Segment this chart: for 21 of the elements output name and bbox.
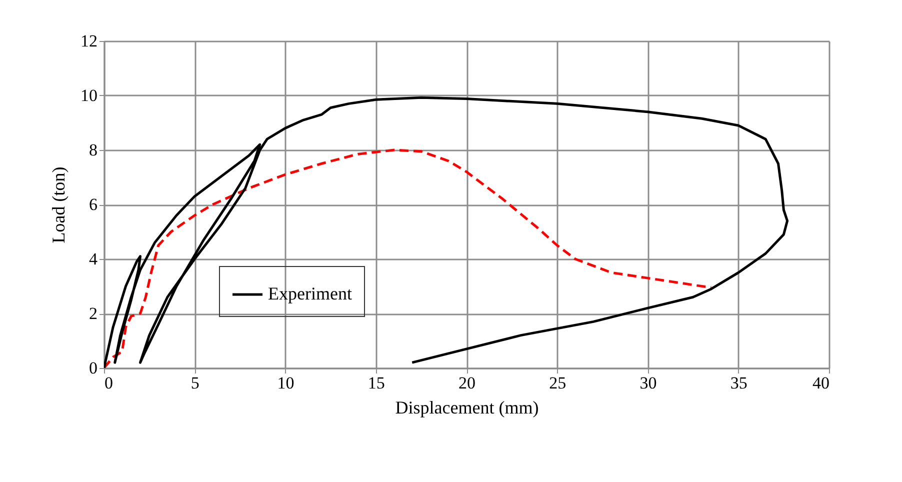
- x-tick-label: 15: [368, 374, 385, 392]
- y-tick-label: 6: [89, 195, 98, 214]
- y-tick-label: 8: [89, 140, 98, 160]
- x-tick-label: 20: [458, 374, 476, 392]
- x-tick-label: 10: [277, 374, 294, 392]
- y-tick-label: 4: [89, 250, 98, 268]
- x-axis-title: Displacement (mm): [395, 398, 539, 418]
- y-axis-title: Load (ton): [48, 166, 68, 244]
- x-tick-label: 0: [104, 374, 113, 392]
- x-tick-label: 25: [549, 374, 566, 392]
- x-tick-label: 40: [812, 374, 830, 392]
- x-tick-label: 30: [640, 374, 657, 392]
- x-tick-label: 5: [190, 374, 200, 392]
- y-tick-label: 10: [80, 86, 98, 105]
- y-tick-label: 12: [80, 32, 98, 50]
- y-tick-label: 0: [89, 358, 98, 378]
- y-tick-label: 2: [89, 304, 98, 323]
- line-series: [104, 148, 712, 368]
- line-series: [104, 96, 789, 368]
- x-tick-label: 35: [730, 374, 748, 392]
- legend-label: Experiment: [268, 284, 352, 304]
